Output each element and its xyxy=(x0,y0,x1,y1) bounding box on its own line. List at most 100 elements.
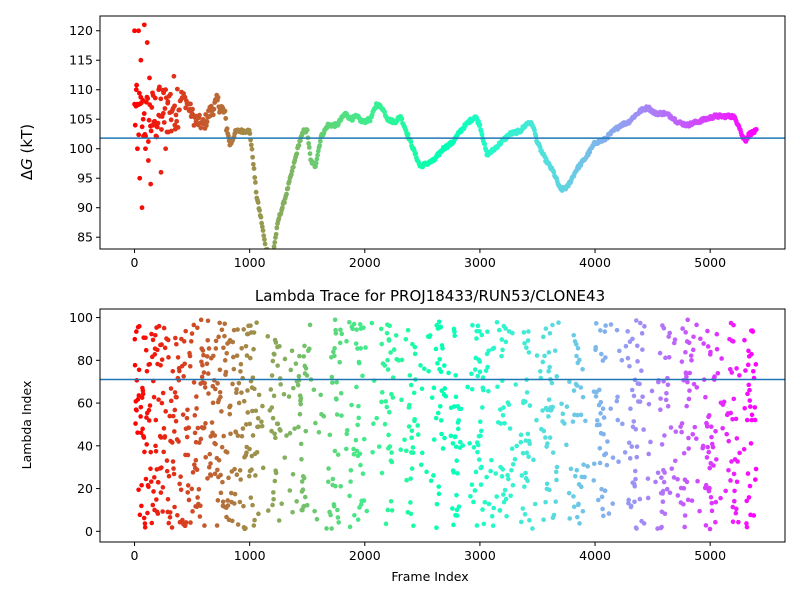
lambda-point xyxy=(254,320,259,325)
lambda-point xyxy=(300,487,306,493)
lambda-point xyxy=(480,375,486,380)
lambda-point xyxy=(731,396,737,402)
lambda-point xyxy=(625,329,630,334)
lambda-point xyxy=(626,497,631,503)
lambda-point xyxy=(286,394,292,399)
lambda-point xyxy=(622,450,628,455)
lambda-point xyxy=(436,491,442,497)
lambda-point xyxy=(627,363,632,369)
delta-g-point xyxy=(145,96,151,101)
delta-g-point xyxy=(140,116,146,122)
lambda-point xyxy=(183,520,189,525)
lambda-point xyxy=(241,398,247,404)
lambda-point xyxy=(156,323,162,329)
lambda-point xyxy=(591,461,597,467)
lambda-point xyxy=(573,341,579,347)
lambda-point xyxy=(208,473,214,478)
lambda-point xyxy=(321,413,327,419)
lambda-point xyxy=(271,393,277,399)
lambda-point xyxy=(136,393,142,398)
lambda-point xyxy=(685,497,691,503)
delta-g-point xyxy=(190,106,195,112)
lambda-point xyxy=(530,526,535,531)
delta-g-points xyxy=(132,22,759,249)
lambda-point xyxy=(646,451,651,457)
lambda-point xyxy=(193,457,199,463)
lambda-point xyxy=(216,457,222,463)
lambda-point xyxy=(354,327,359,332)
lambda-point xyxy=(215,467,220,473)
lambda-point xyxy=(499,353,504,359)
lambda-point xyxy=(185,490,191,495)
lambda-point xyxy=(205,318,211,324)
delta-g-y-ticks: 85 90 95 100 105 110 115 120 xyxy=(69,23,100,245)
lambda-point xyxy=(146,407,152,413)
lambda-point xyxy=(709,500,715,506)
delta-g-point xyxy=(155,120,161,126)
lambda-point xyxy=(470,322,475,328)
lambda-point xyxy=(541,428,547,434)
delta-g-y-tick-label: 85 xyxy=(77,230,93,245)
lambda-point xyxy=(206,464,212,470)
lambda-point xyxy=(707,526,713,532)
lambda-point xyxy=(260,403,265,409)
lambda-point xyxy=(203,455,209,460)
lambda-point xyxy=(597,460,603,466)
delta-g-point xyxy=(313,160,319,166)
lambda-point xyxy=(501,492,506,497)
lambda-point xyxy=(135,397,141,402)
lambda-point xyxy=(614,327,620,333)
lambda-point xyxy=(281,391,287,397)
lambda-point xyxy=(729,370,735,375)
lambda-point xyxy=(154,497,159,502)
lambda-point xyxy=(410,450,416,456)
lambda-point xyxy=(151,475,157,480)
lambda-point xyxy=(675,493,681,498)
lambda-point xyxy=(213,386,218,392)
lambda-point xyxy=(241,503,246,509)
lambda-point xyxy=(383,399,389,404)
lambda-point xyxy=(610,455,616,460)
lambda-point xyxy=(718,495,723,501)
lambda-point xyxy=(215,498,221,503)
lambda-point xyxy=(148,449,154,455)
delta-g-point xyxy=(252,175,258,180)
lambda-point xyxy=(238,361,244,367)
lambda-point xyxy=(562,421,567,426)
lambda-point xyxy=(239,390,244,395)
delta-g-point xyxy=(226,133,231,139)
lambda-point xyxy=(146,418,152,423)
lambda-chart-title: Lambda Trace for PROJ18433/RUN53/CLONE43 xyxy=(255,287,605,305)
lambda-point xyxy=(672,458,678,464)
lambda-point xyxy=(230,381,235,387)
lambda-point xyxy=(477,359,483,364)
lambda-point xyxy=(149,331,154,337)
lambda-point xyxy=(436,319,442,325)
lambda-point xyxy=(269,373,275,378)
lambda-point xyxy=(468,493,473,499)
lambda-point xyxy=(640,394,645,400)
lambda-point xyxy=(386,432,391,438)
lambda-point xyxy=(388,350,393,355)
delta-g-point xyxy=(247,131,253,136)
lambda-point xyxy=(583,418,588,424)
lambda-point xyxy=(667,330,673,336)
lambda-point xyxy=(708,424,714,430)
lambda-point xyxy=(454,513,460,518)
delta-g-point xyxy=(188,101,193,107)
lambda-point xyxy=(481,521,487,527)
lambda-point xyxy=(689,357,694,363)
lambda-point xyxy=(640,347,645,352)
delta-g-point xyxy=(279,205,285,211)
lambda-point xyxy=(164,468,170,474)
lambda-point xyxy=(580,394,586,400)
lambda-point xyxy=(404,477,409,483)
lambda-point xyxy=(149,520,155,526)
delta-g-point xyxy=(315,152,320,158)
lambda-point xyxy=(506,402,512,407)
lambda-point xyxy=(434,525,439,531)
lambda-point xyxy=(234,472,240,477)
lambda-point xyxy=(269,428,274,434)
lambda-point xyxy=(714,331,720,337)
lambda-point xyxy=(247,421,253,427)
